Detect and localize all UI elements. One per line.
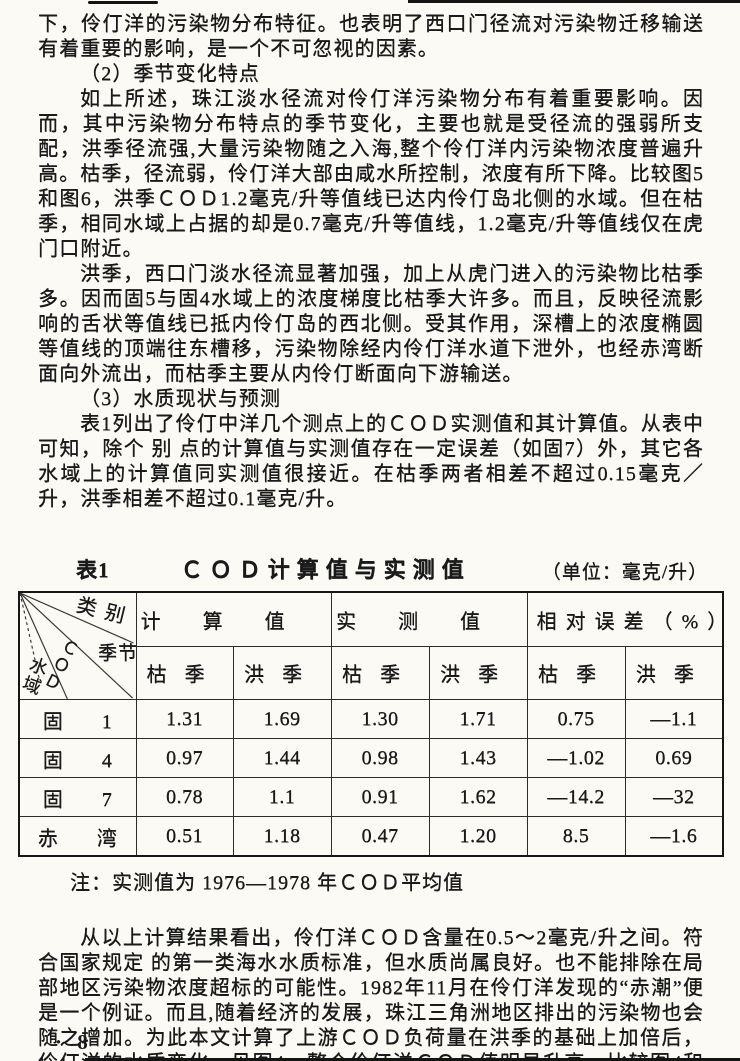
header-measured-values: 实测值 xyxy=(330,591,528,647)
corner-cell-content: 类别 季节 ＣＯＤ 水域 xyxy=(20,593,136,699)
table-header-season-row: 枯季 洪季 枯季 洪季 枯季 洪季 xyxy=(19,645,724,700)
section-heading-quality: （3）水质现状与预测 xyxy=(80,388,281,410)
paragraph-conclusion: 从以上计算结果看出，伶仃洋ＣＯＤ含量在0.5～2毫克/升之间。符合国家规定 的第… xyxy=(38,927,704,1061)
header-dry-season-err: 枯季 xyxy=(526,645,626,700)
cell-value: 1.30 xyxy=(330,699,430,739)
table-label: 表1 xyxy=(76,558,110,582)
header-flood-season-calc: 洪季 xyxy=(232,645,332,700)
station-label: 赤 湾 xyxy=(18,816,137,857)
table-row: 固 4 0.97 1.44 0.98 1.43 —1.02 0.69 xyxy=(18,738,724,778)
body-text: 下，伶仃洋的污染物分布特征。也表明了西口门径流对污染物迁移输送有着重要的影响，是… xyxy=(38,12,704,512)
corner-label-season: 季节 xyxy=(98,643,136,664)
station-label: 固 4 xyxy=(18,738,137,778)
cell-value: 0.51 xyxy=(135,816,234,857)
table-row: 固 7 0.78 1.1 0.91 1.62 —14.2 —32 xyxy=(18,777,724,817)
table-header-group-row: 类别 季节 ＣＯＤ 水域 计算值 实测值 相对误差（%） xyxy=(18,591,724,700)
paragraph-continuation: 下，伶仃洋的污染物分布特征。也表明了西口门径流对污染物迁移输送有着重要的影响，是… xyxy=(38,13,704,60)
paragraph-quality: 表1列出了伶仃中洋几个测点上的ＣＯＤ实测值和其计算值。从表中可知，除个 别 点的… xyxy=(38,413,704,510)
cod-table: 类别 季节 ＣＯＤ 水域 计算值 实测值 相对误差（%） 枯季 洪季 枯季 洪季 xyxy=(18,591,725,857)
cell-value: 8.5 xyxy=(526,816,626,857)
cell-value: —1.02 xyxy=(526,738,626,778)
cell-value: 1.20 xyxy=(428,816,528,857)
cell-value: 0.78 xyxy=(135,777,234,817)
paragraph-season-2: 洪季，西口门淡水径流显著加强，加上从虎门进入的污染物比枯季多。因而固5与固4水域… xyxy=(38,263,704,385)
table-corner-cell: 类别 季节 ＣＯＤ 水域 xyxy=(18,591,137,700)
header-dry-season-meas: 枯季 xyxy=(330,645,430,700)
cell-value: 0.47 xyxy=(330,816,430,857)
header-calculated-values: 计算值 xyxy=(135,591,332,647)
diagonal-divider-lines-icon xyxy=(20,593,134,699)
cell-value: 1.1 xyxy=(232,777,332,817)
station-label: 固 7 xyxy=(18,777,137,817)
cell-value: —14.2 xyxy=(526,777,626,817)
cell-value: 0.75 xyxy=(526,699,626,739)
scan-artifact-bottom xyxy=(85,1058,740,1061)
table-unit: （单位：毫克/升） xyxy=(541,562,708,583)
cell-value: 1.69 xyxy=(232,699,332,739)
table-note: 注：实测值为 1976—1978 年ＣＯＤ平均值 xyxy=(70,872,464,894)
page-number: · 8 · xyxy=(55,1030,116,1054)
station-label: 固 1 xyxy=(18,699,137,739)
cell-value: —1.1 xyxy=(624,699,724,739)
cell-value: 1.44 xyxy=(232,738,332,778)
cell-value: —1.6 xyxy=(624,816,724,857)
scan-artifact-top-left xyxy=(88,1,158,4)
section-heading-season: （2）季节变化特点 xyxy=(80,63,260,85)
cell-value: 0.98 xyxy=(330,738,430,778)
table-row: 赤 湾 0.51 1.18 0.47 1.20 8.5 —1.6 xyxy=(18,816,724,857)
table-title: ＣＯＤ计算值与实测值 xyxy=(180,557,471,582)
scan-artifact-top-right xyxy=(408,0,740,3)
cell-value: 0.97 xyxy=(135,738,234,778)
header-relative-error: 相对误差（%） xyxy=(526,591,724,647)
cell-value: 1.31 xyxy=(135,699,234,739)
table1-caption: 表1 ＣＯＤ计算值与实测值 （单位：毫克/升） xyxy=(76,552,708,584)
cell-value: 1.18 xyxy=(232,816,332,857)
cell-value: 1.62 xyxy=(428,777,528,817)
header-flood-season-err: 洪季 xyxy=(624,645,724,700)
table-row: 固 1 1.31 1.69 1.30 1.71 0.75 —1.1 xyxy=(18,699,724,739)
paragraph-season-1: 如上所述，珠江淡水径流对伶仃洋污染物分布有着重要影响。因而，其中污染物分布特点的… xyxy=(38,88,704,260)
cell-value: 0.91 xyxy=(330,777,430,817)
header-flood-season-meas: 洪季 xyxy=(428,645,528,700)
cell-value: 1.43 xyxy=(428,738,528,778)
header-dry-season-calc: 枯季 xyxy=(135,645,234,700)
cell-value: —32 xyxy=(624,777,724,817)
table1-block: 表1 ＣＯＤ计算值与实测值 （单位：毫克/升） xyxy=(18,552,725,895)
cell-value: 0.69 xyxy=(624,738,724,778)
cell-value: 1.71 xyxy=(428,699,528,739)
